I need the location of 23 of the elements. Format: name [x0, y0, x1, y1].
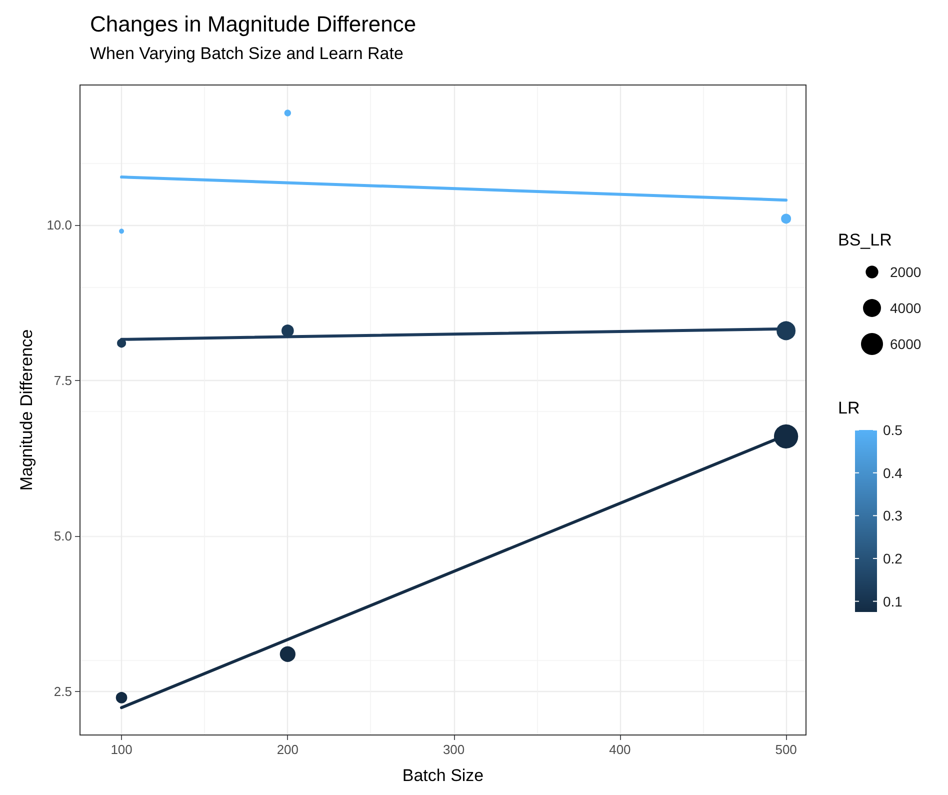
x-tick-label: 400: [609, 742, 631, 757]
legend-label: 2000: [890, 264, 922, 280]
color-bar-label: 0.4: [883, 464, 903, 481]
color-bar-label: 0.3: [883, 508, 903, 524]
chart-subtitle: When Varying Batch Size and Learn Rate: [90, 44, 404, 63]
x-tick-label: 100: [110, 742, 132, 757]
color-bar-title: LR: [838, 398, 860, 418]
color-bar-label: 0.1: [883, 593, 903, 610]
y-tick-label: 2.5: [54, 684, 72, 699]
color-bar-label: 0.5: [883, 422, 903, 438]
y-tick-label: 5.0: [54, 528, 72, 544]
x-tick-label: 200: [276, 742, 299, 757]
x-axis-title: Batch Size: [402, 766, 484, 785]
legend-label: 6000: [890, 336, 922, 352]
y-axis-title: Magnitude Difference: [17, 329, 36, 491]
y-tick-label: 7.5: [54, 372, 72, 388]
x-tick-label: 500: [775, 742, 797, 757]
chart-title: Changes in Magnitude Difference: [90, 12, 416, 36]
y-tick-label: 10.0: [46, 217, 72, 232]
legend-label: 4000: [890, 300, 922, 316]
legend-title: BS_LR: [838, 230, 892, 250]
x-tick-label: 300: [442, 742, 465, 757]
color-bar-label: 0.2: [883, 550, 903, 566]
